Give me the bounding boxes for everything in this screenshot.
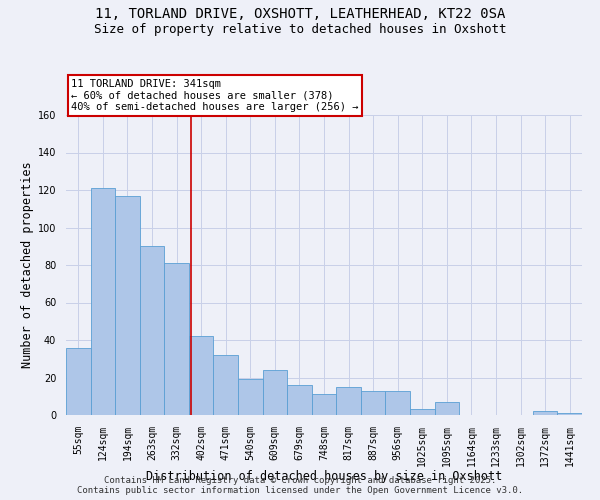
Bar: [115, 196, 140, 415]
Bar: [66, 348, 91, 415]
Text: Contains HM Land Registry data © Crown copyright and database right 2025.
Contai: Contains HM Land Registry data © Crown c…: [77, 476, 523, 495]
Bar: [434, 402, 459, 415]
Bar: [361, 390, 385, 415]
X-axis label: Distribution of detached houses by size in Oxshott: Distribution of detached houses by size …: [146, 470, 502, 483]
Bar: [533, 411, 557, 415]
Text: Size of property relative to detached houses in Oxshott: Size of property relative to detached ho…: [94, 22, 506, 36]
Bar: [312, 394, 336, 415]
Bar: [287, 385, 312, 415]
Bar: [385, 390, 410, 415]
Bar: [557, 413, 582, 415]
Bar: [189, 336, 214, 415]
Bar: [214, 355, 238, 415]
Bar: [238, 380, 263, 415]
Bar: [263, 370, 287, 415]
Y-axis label: Number of detached properties: Number of detached properties: [20, 162, 34, 368]
Bar: [91, 188, 115, 415]
Text: 11 TORLAND DRIVE: 341sqm
← 60% of detached houses are smaller (378)
40% of semi-: 11 TORLAND DRIVE: 341sqm ← 60% of detach…: [71, 79, 359, 112]
Bar: [336, 387, 361, 415]
Text: 11, TORLAND DRIVE, OXSHOTT, LEATHERHEAD, KT22 0SA: 11, TORLAND DRIVE, OXSHOTT, LEATHERHEAD,…: [95, 8, 505, 22]
Bar: [410, 410, 434, 415]
Bar: [140, 246, 164, 415]
Bar: [164, 263, 189, 415]
